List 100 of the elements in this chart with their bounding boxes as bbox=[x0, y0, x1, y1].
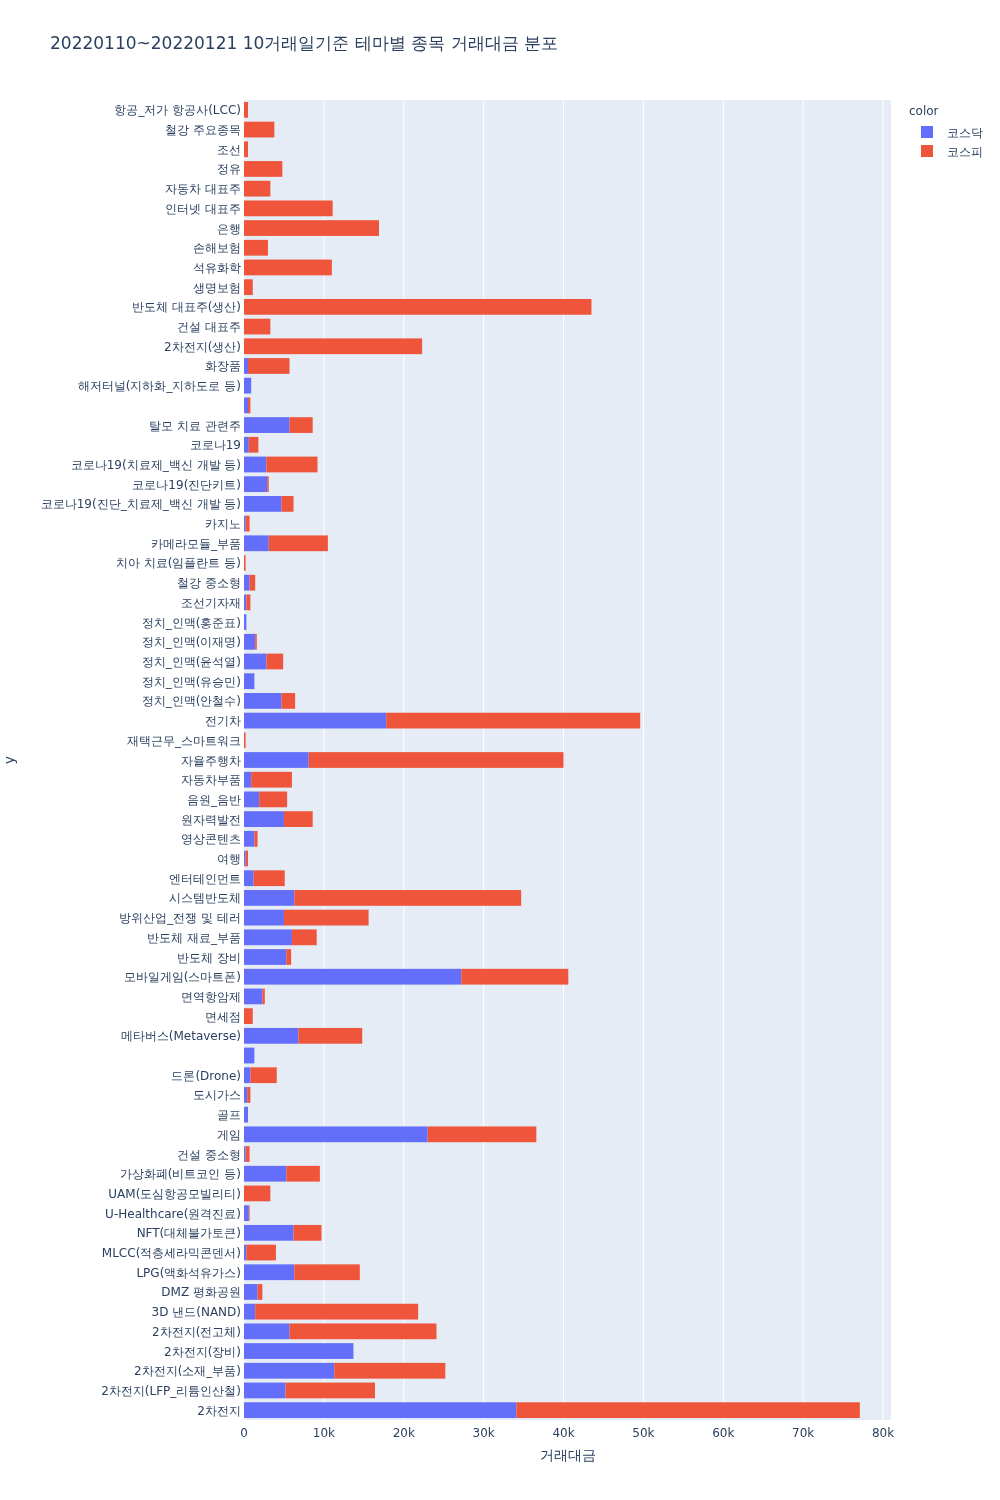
bar bbox=[262, 988, 265, 1005]
y-tick-label: 메타버스(Metaverse) bbox=[120, 1029, 241, 1044]
bar bbox=[334, 1362, 446, 1379]
x-tick-label: 20k bbox=[392, 1426, 415, 1440]
bar bbox=[244, 1067, 251, 1084]
bar bbox=[244, 397, 248, 414]
bar bbox=[244, 220, 379, 236]
bar bbox=[244, 811, 284, 827]
y-tick-label: U-Healthcare(원격진료) bbox=[105, 1206, 241, 1221]
bar bbox=[244, 1303, 256, 1320]
bar bbox=[286, 949, 292, 965]
bar bbox=[308, 752, 564, 768]
y-tick-label: 자동차 대표주 bbox=[165, 182, 241, 197]
bar bbox=[245, 1146, 250, 1162]
legend-label: 코스닥 bbox=[947, 126, 983, 140]
bar bbox=[244, 259, 332, 276]
bar bbox=[245, 515, 250, 532]
y-tick-label: 드론(Drone) bbox=[171, 1068, 241, 1083]
bar bbox=[244, 476, 268, 493]
y-tick-label: 화장품 bbox=[205, 359, 241, 374]
x-tick-label: 50k bbox=[632, 1426, 655, 1440]
bar bbox=[266, 653, 284, 670]
bar bbox=[244, 338, 423, 355]
bar bbox=[244, 1205, 249, 1222]
bar bbox=[294, 890, 522, 906]
y-tick-label: 자율주행차 bbox=[181, 753, 241, 768]
bar bbox=[244, 1224, 294, 1241]
bar bbox=[266, 456, 318, 473]
bar bbox=[244, 1362, 335, 1379]
chart-title: 20220110~20220121 10거래일기준 테마별 종목 거래대금 분포 bbox=[50, 33, 558, 53]
y-tick-label: 철강 중소형 bbox=[177, 576, 241, 591]
x-axis-title: 거래대금 bbox=[539, 1447, 596, 1463]
y-tick-label: 2차전지(LFP_리튬인산철) bbox=[101, 1383, 241, 1398]
y-tick-label: 생명보험 bbox=[193, 280, 241, 295]
bar bbox=[244, 1323, 290, 1340]
y-tick-label: 코로나19(진단키트) bbox=[132, 477, 241, 492]
y-tick-label: 전기차 bbox=[205, 714, 241, 729]
bar bbox=[244, 890, 295, 906]
bar bbox=[291, 929, 317, 946]
y-tick-label: 카지노 bbox=[205, 517, 241, 532]
bar bbox=[251, 771, 292, 788]
bar bbox=[285, 1382, 375, 1399]
bar bbox=[244, 377, 252, 394]
y-tick-label: 2차전지(전고체) bbox=[152, 1324, 241, 1339]
y-tick-label: 탈모 치료 관련주 bbox=[149, 418, 241, 433]
bar bbox=[386, 712, 641, 729]
y-tick-label: 인터넷 대표주 bbox=[165, 201, 241, 216]
y-tick-label: 모바일게임(스마트폰) bbox=[123, 970, 241, 985]
bar bbox=[254, 830, 258, 847]
bar bbox=[268, 535, 328, 552]
y-tick-label: DMZ 평화공원 bbox=[161, 1285, 241, 1300]
y-tick-label: 건설 중소형 bbox=[177, 1147, 241, 1162]
bar bbox=[281, 496, 294, 512]
y-tick-label: 반도체 장비 bbox=[177, 950, 241, 965]
y-tick-label: 영상콘텐츠 bbox=[181, 832, 241, 847]
bar bbox=[244, 1284, 258, 1300]
bar bbox=[259, 791, 288, 808]
bar bbox=[249, 574, 256, 591]
bar bbox=[244, 870, 254, 887]
bar bbox=[244, 101, 248, 118]
y-tick-label: 코로나19(진단_치료제_백신 개발 등) bbox=[40, 497, 241, 512]
y-tick-label: 정치_인맥(유승민) bbox=[141, 674, 241, 689]
bar bbox=[244, 200, 333, 217]
y-tick-label: 음원_음반 bbox=[187, 792, 241, 807]
y-tick-label: 정치_인맥(이재명) bbox=[141, 635, 241, 650]
bar bbox=[248, 436, 259, 453]
bar bbox=[246, 1244, 276, 1261]
y-tick-label: 항공_저가 항공사(LCC) bbox=[114, 103, 241, 118]
y-tick-label: 재택근무_스마트워크 bbox=[127, 733, 241, 748]
y-tick-label: 2차전지(생산) bbox=[164, 339, 241, 354]
bar bbox=[244, 929, 292, 946]
bar bbox=[298, 1027, 363, 1044]
legend-label: 코스피 bbox=[947, 145, 983, 159]
x-tick-label: 30k bbox=[472, 1426, 495, 1440]
y-tick-label: 게임 bbox=[217, 1127, 241, 1142]
bar bbox=[281, 693, 296, 709]
bar bbox=[244, 712, 387, 729]
bar bbox=[244, 693, 282, 709]
bar bbox=[244, 180, 271, 197]
y-tick-label: 2차전지(소재_부품) bbox=[134, 1364, 241, 1379]
y-tick-label: 면역항암제 bbox=[181, 989, 241, 1004]
y-tick-label: 치아 치료(임플란트 등) bbox=[116, 556, 241, 571]
x-tick-label: 60k bbox=[712, 1426, 735, 1440]
y-tick-label: 자동차부품 bbox=[181, 773, 241, 788]
bar bbox=[293, 1224, 322, 1241]
bar bbox=[244, 791, 260, 808]
bar bbox=[244, 141, 248, 158]
bar bbox=[244, 909, 284, 926]
y-tick-label: 조선기자재 bbox=[181, 595, 241, 610]
y-tick-label: 여행 bbox=[217, 852, 241, 867]
y-tick-label: 2차전지 bbox=[197, 1403, 241, 1418]
bar bbox=[244, 417, 290, 433]
y-tick-label: MLCC(적층세라믹콘덴서) bbox=[101, 1246, 241, 1261]
y-tick-label: 카메라모듈_부품 bbox=[151, 536, 241, 551]
x-tick-label: 80k bbox=[871, 1426, 895, 1440]
bar bbox=[244, 1343, 354, 1359]
y-tick-label: 석유화학 bbox=[193, 260, 241, 275]
bar bbox=[253, 870, 285, 887]
bar bbox=[289, 417, 313, 433]
bar bbox=[244, 574, 250, 591]
